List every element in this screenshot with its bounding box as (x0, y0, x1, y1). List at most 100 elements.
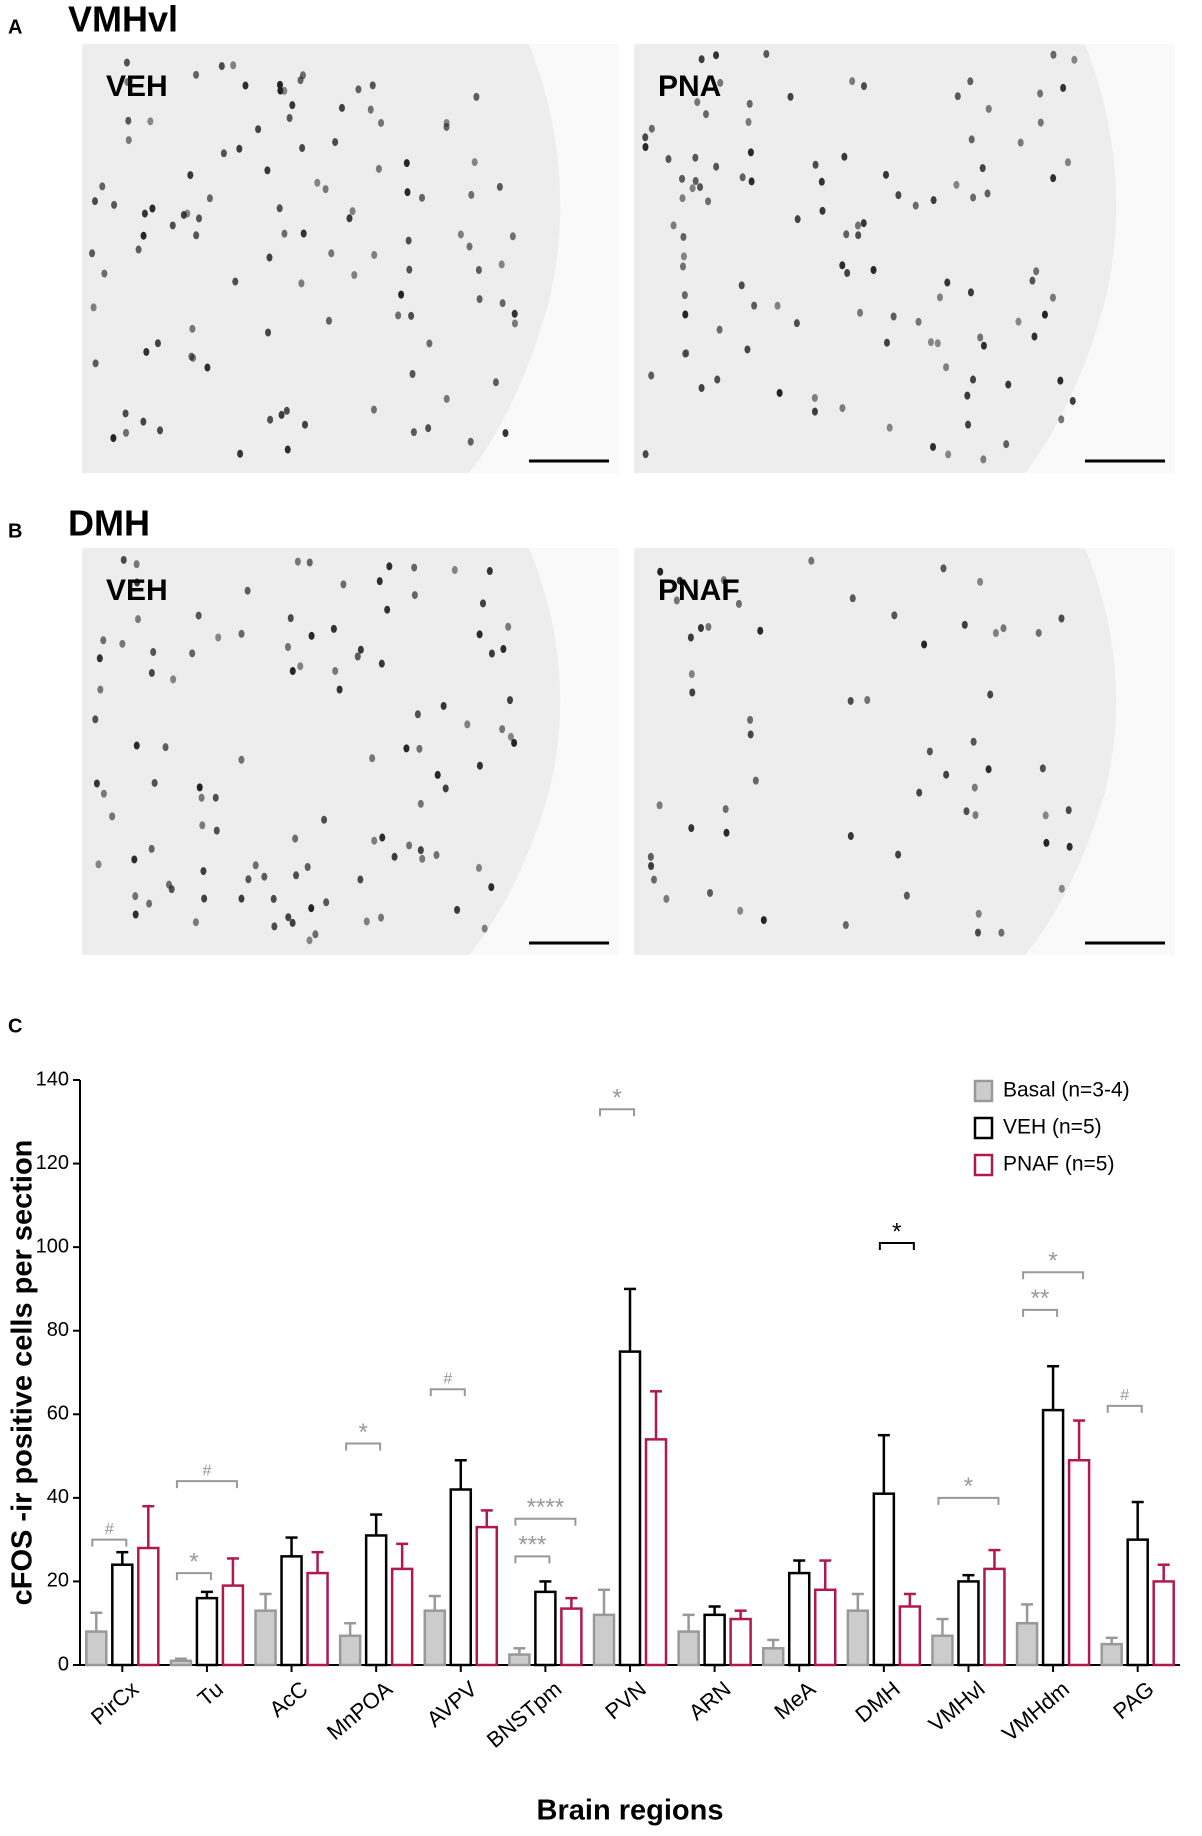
cell (847, 832, 854, 841)
bar (195, 1596, 219, 1667)
bar (1100, 1642, 1123, 1667)
cell (122, 409, 129, 418)
x-tick-label: VMHdm (997, 1676, 1074, 1746)
cell (486, 567, 493, 576)
cell (124, 77, 131, 86)
cell (141, 209, 148, 218)
sig-bracket (514, 1555, 551, 1564)
cell (157, 426, 164, 435)
cell (238, 894, 245, 903)
tissue-edge (1025, 44, 1175, 473)
cell (921, 640, 928, 649)
cell (819, 206, 826, 215)
bar (592, 1613, 616, 1667)
cell (134, 578, 141, 587)
bar (931, 1634, 954, 1667)
cell (433, 851, 440, 860)
cell (132, 892, 139, 901)
cell (744, 345, 751, 354)
cell (857, 308, 864, 317)
cell (322, 185, 329, 194)
bar (169, 1659, 193, 1667)
cell (844, 269, 851, 278)
cell (443, 394, 450, 403)
cell (284, 445, 291, 454)
cell (131, 855, 138, 864)
cell (476, 761, 483, 770)
cell (738, 281, 745, 290)
cell (132, 910, 139, 919)
cell (1058, 884, 1065, 893)
cell (511, 309, 518, 318)
cell (304, 862, 311, 871)
bar (475, 1525, 499, 1667)
cell (1037, 118, 1044, 127)
cell (405, 236, 412, 245)
cell (206, 194, 213, 203)
cell (92, 359, 99, 368)
cell (147, 117, 154, 126)
cell (970, 375, 977, 384)
cell (101, 269, 108, 278)
bar (137, 1546, 160, 1667)
bar (85, 1630, 108, 1667)
cell (265, 328, 272, 337)
tissue-edge (469, 44, 619, 473)
cell (308, 904, 315, 913)
cell (793, 319, 800, 328)
sig-label: # (443, 1370, 452, 1387)
cell (134, 615, 141, 624)
cell (1058, 415, 1065, 424)
cell (841, 152, 848, 161)
cell (340, 580, 347, 589)
cell (375, 164, 382, 173)
cell (505, 622, 512, 631)
cell (697, 183, 704, 192)
cell (1035, 628, 1042, 637)
bar (423, 1609, 447, 1667)
cell (471, 158, 478, 167)
y-tick-label: 140 (36, 1068, 69, 1090)
cell (443, 122, 450, 131)
cell (776, 388, 783, 397)
cell (184, 209, 191, 218)
cell (188, 352, 195, 361)
bar (729, 1617, 752, 1667)
cell (409, 370, 416, 379)
cell (812, 160, 819, 169)
cell (140, 417, 147, 426)
cell (972, 811, 979, 820)
bar (508, 1653, 531, 1667)
cell (376, 577, 383, 586)
bar (872, 1492, 896, 1667)
legend-swatch (973, 1116, 994, 1140)
cell (266, 253, 273, 262)
x-axis-title: Brain regions (537, 1795, 724, 1827)
sig-label: # (1120, 1387, 1129, 1404)
cell (123, 58, 130, 67)
sig-bracket (91, 1538, 128, 1547)
bar (644, 1438, 668, 1667)
image-label: PNAF (658, 574, 740, 607)
cell (927, 338, 934, 347)
cell (355, 85, 362, 94)
cell (451, 566, 458, 575)
cell (1042, 811, 1049, 820)
cell (794, 215, 801, 224)
cell (717, 78, 724, 87)
cell (1015, 317, 1022, 326)
cell (702, 110, 709, 119)
cell (276, 80, 283, 89)
cell (842, 921, 849, 930)
cell (242, 81, 249, 90)
cell (237, 449, 244, 458)
cell (351, 271, 358, 280)
cell (271, 922, 278, 931)
cell (150, 648, 157, 657)
cell (398, 290, 405, 299)
bar (390, 1567, 414, 1667)
cell (308, 631, 315, 640)
cell (90, 303, 97, 312)
cell (870, 265, 877, 274)
cell (162, 743, 169, 752)
